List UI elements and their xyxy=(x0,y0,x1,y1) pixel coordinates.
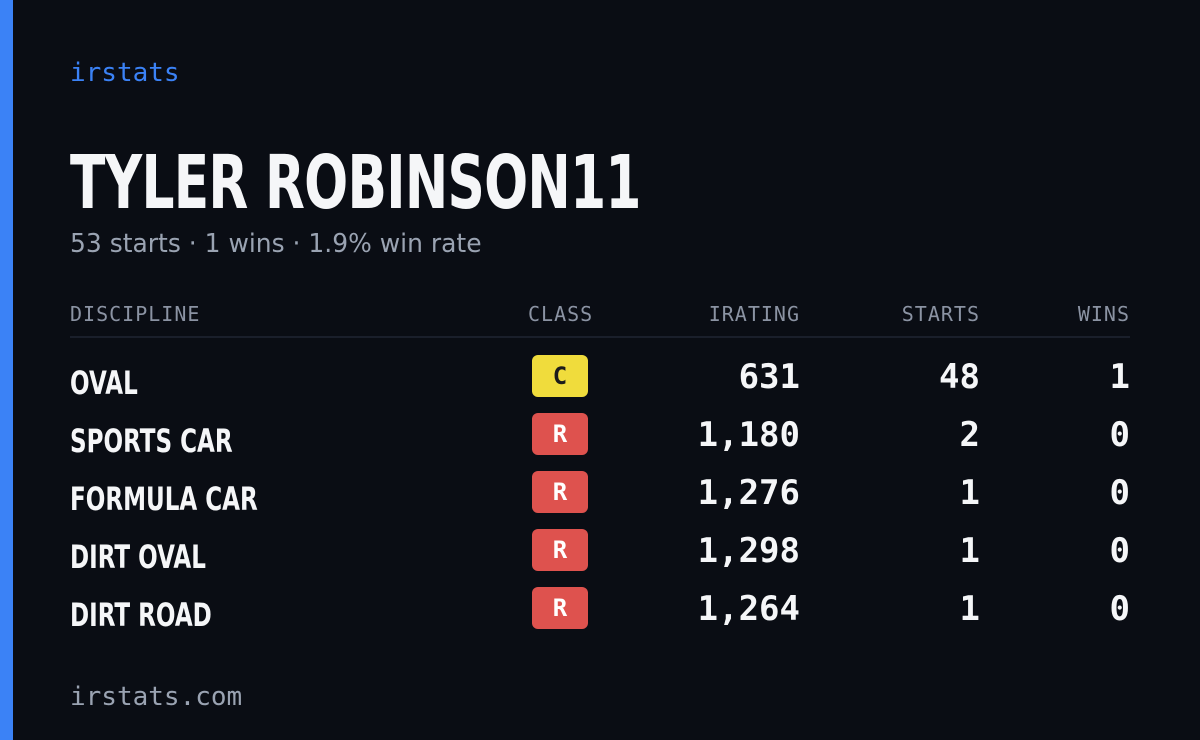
wins-value: 0 xyxy=(1109,589,1130,629)
starts-value: 1 xyxy=(959,531,980,571)
class-badge: C xyxy=(532,355,588,397)
header-wins: WINS xyxy=(1077,302,1130,326)
header-discipline: DISCIPLINE xyxy=(70,302,201,326)
header-divider xyxy=(70,336,1130,338)
starts-value: 48 xyxy=(939,357,980,397)
discipline-label: DIRT OVAL xyxy=(70,538,206,576)
table-row-oval: OVAL C 631 48 1 xyxy=(0,355,1200,413)
wins-value: 0 xyxy=(1109,473,1130,513)
table-row-dirt-road: DIRT ROAD R 1,264 1 0 xyxy=(0,587,1200,645)
brand-logo: irstats xyxy=(70,58,180,88)
discipline-label: SPORTS CAR xyxy=(70,422,233,460)
class-badge: R xyxy=(532,471,588,513)
table-row-formula-car: FORMULA CAR R 1,276 1 0 xyxy=(0,471,1200,529)
irating-value: 1,180 xyxy=(697,415,800,455)
irating-value: 631 xyxy=(738,357,800,397)
class-badge: R xyxy=(532,413,588,455)
class-badge: R xyxy=(532,587,588,629)
discipline-label: FORMULA CAR xyxy=(70,480,258,518)
header-irating: IRATING xyxy=(708,302,800,326)
table-row-dirt-oval: DIRT OVAL R 1,298 1 0 xyxy=(0,529,1200,587)
table-row-sports-car: SPORTS CAR R 1,180 2 0 xyxy=(0,413,1200,471)
driver-name: TYLER ROBINSON11 xyxy=(70,140,641,226)
wins-value: 0 xyxy=(1109,415,1130,455)
irating-value: 1,298 xyxy=(697,531,800,571)
starts-value: 2 xyxy=(959,415,980,455)
wins-value: 0 xyxy=(1109,531,1130,571)
wins-value: 1 xyxy=(1109,357,1130,397)
header-starts: STARTS xyxy=(901,302,980,326)
discipline-label: DIRT ROAD xyxy=(70,596,212,634)
discipline-label: OVAL xyxy=(70,364,138,402)
starts-value: 1 xyxy=(959,473,980,513)
starts-value: 1 xyxy=(959,589,980,629)
accent-bar xyxy=(0,0,13,740)
class-badge: R xyxy=(532,529,588,571)
footer-url: irstats.com xyxy=(70,682,243,712)
driver-summary: 53 starts · 1 wins · 1.9% win rate xyxy=(70,229,482,259)
header-class: CLASS xyxy=(528,302,594,326)
irating-value: 1,276 xyxy=(697,473,800,513)
irating-value: 1,264 xyxy=(697,589,800,629)
